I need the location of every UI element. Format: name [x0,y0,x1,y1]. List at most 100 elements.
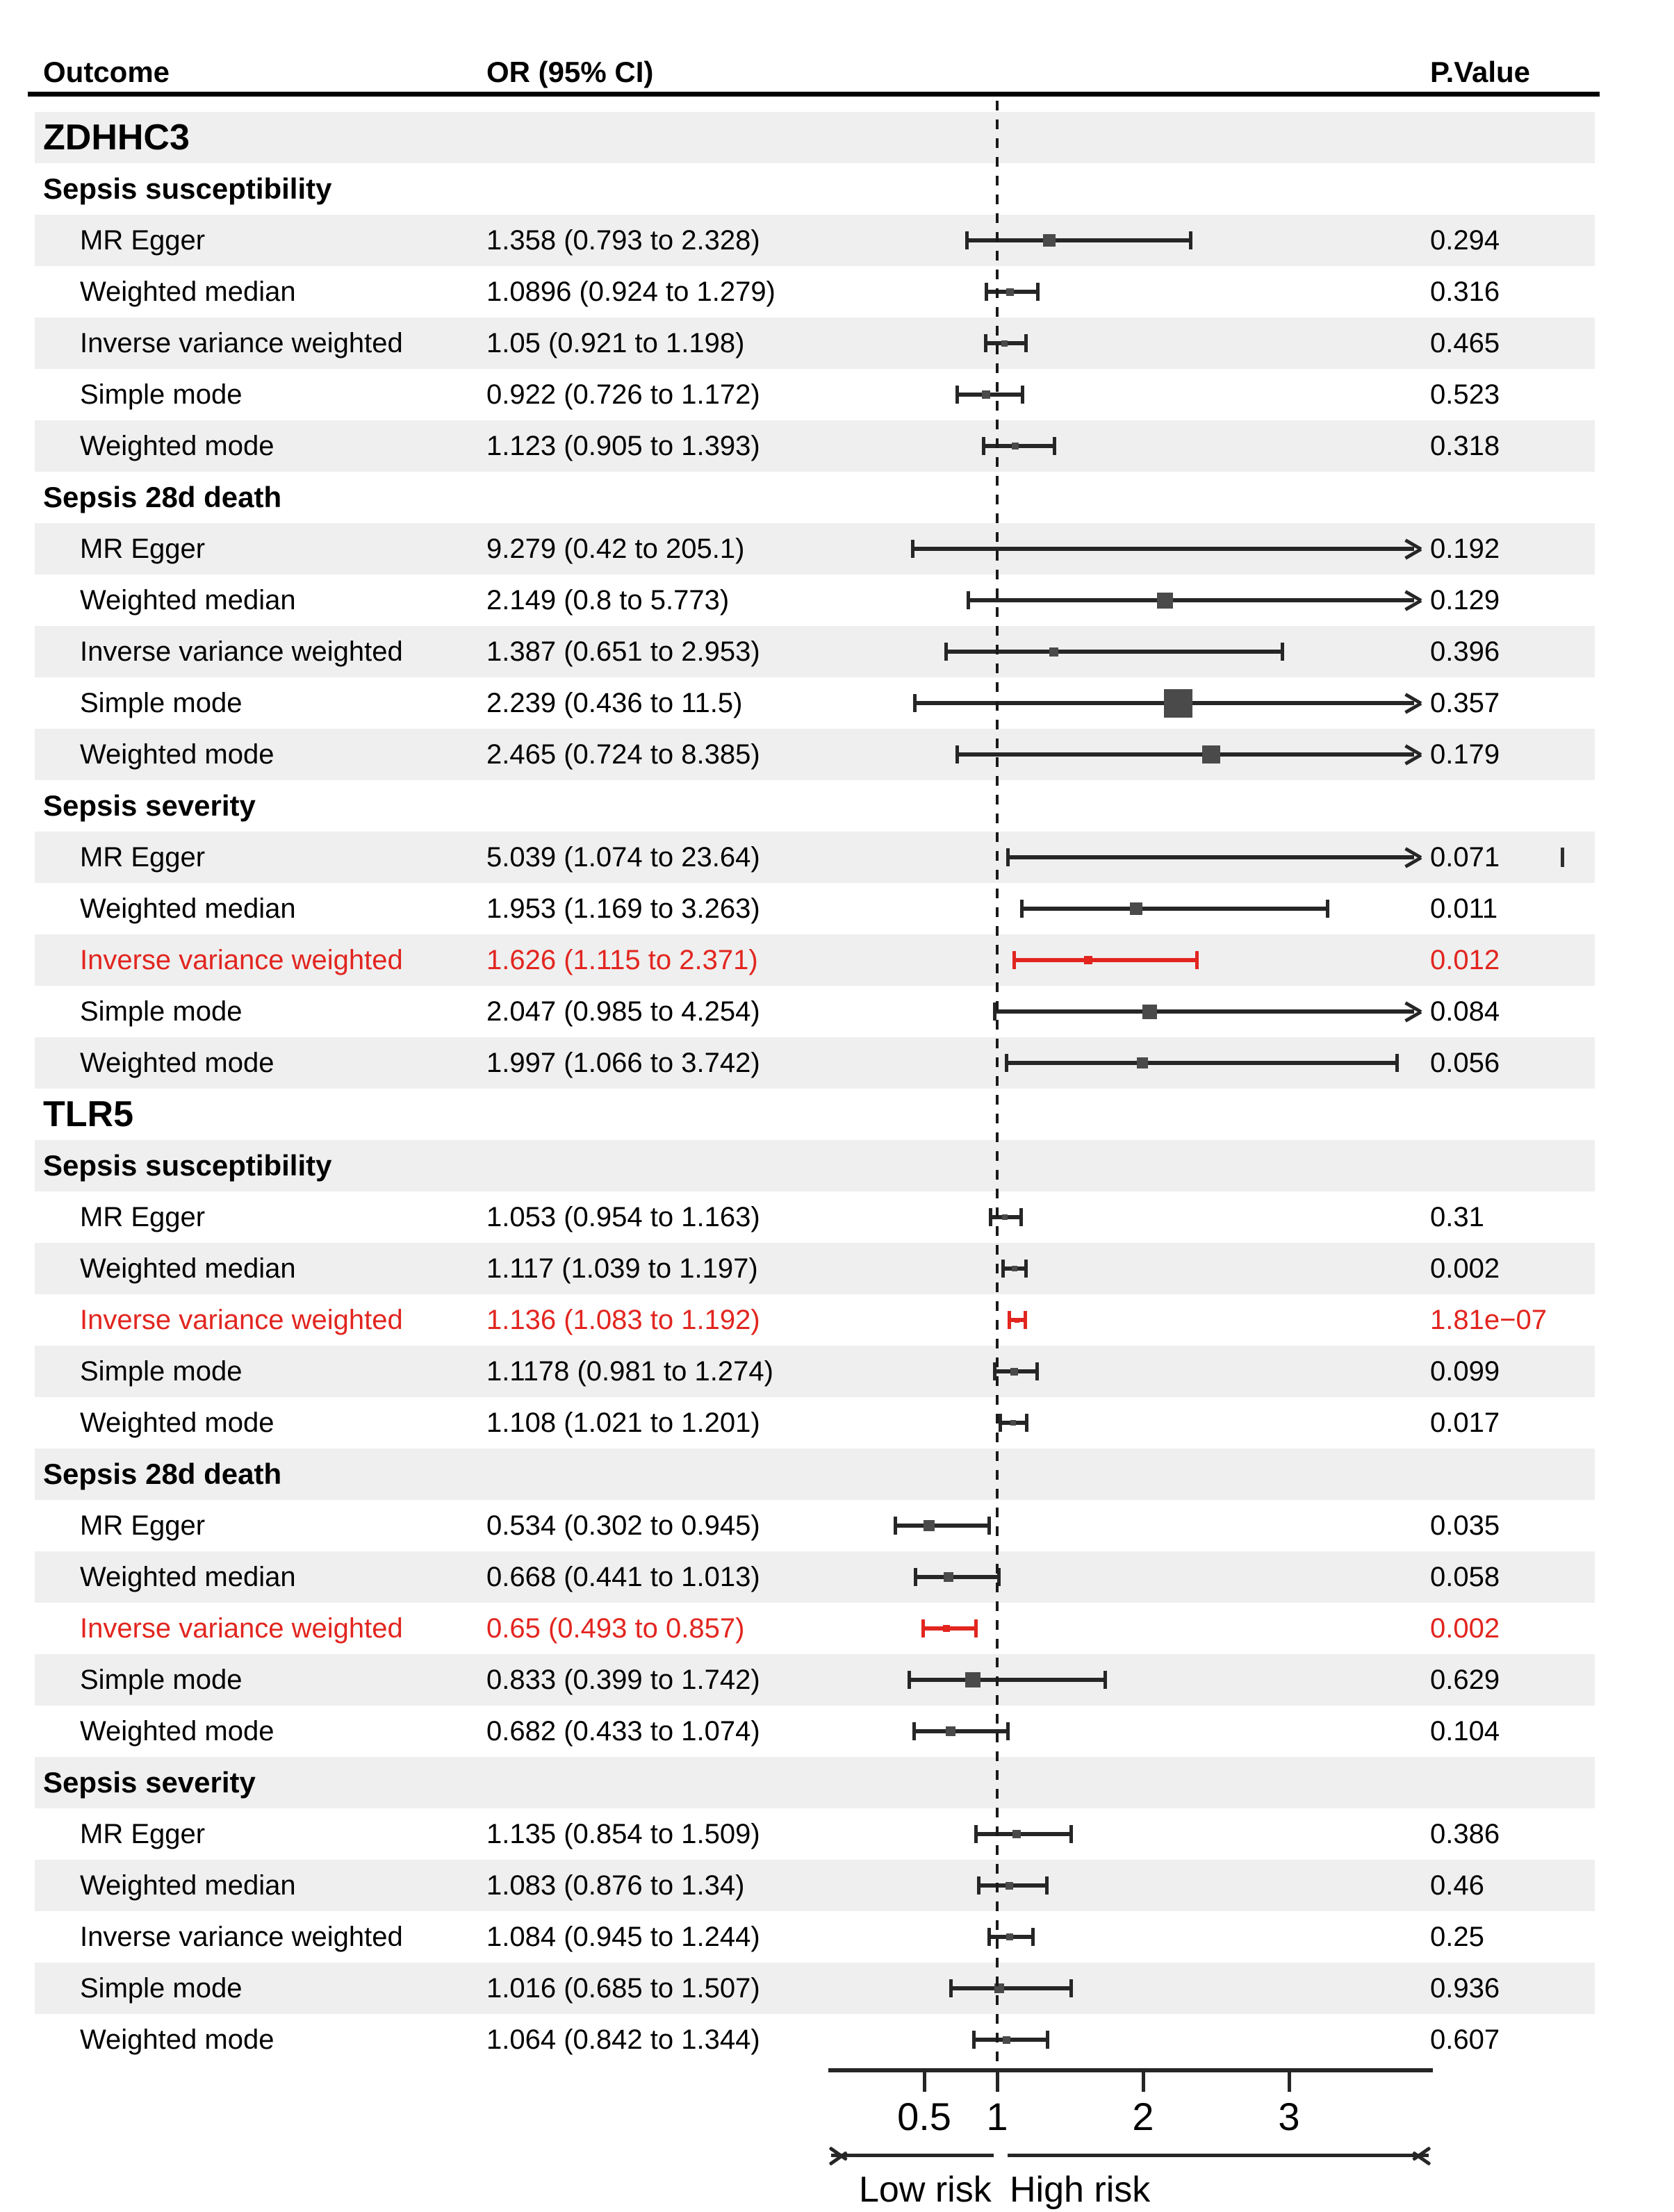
ci-left-cap [944,643,949,661]
ci-left-cap [1005,1054,1009,1072]
effect-estimate-marker [1006,1933,1013,1940]
ci-right-cap [1036,283,1040,301]
row-stripe [35,112,1595,163]
ci-left-cap [912,1722,917,1740]
method-label: MR Egger [80,1510,206,1541]
ci-left-cap [908,1671,912,1689]
effect-estimate-marker [1012,1830,1021,1838]
method-label: Inverse variance weighted [80,1304,403,1335]
ci-left-cap [913,694,917,712]
effect-estimate-marker [1156,592,1173,609]
or-ci-value: 1.358 (0.793 to 2.328) [486,224,760,256]
x-axis-tick-label: 1 [986,2095,1008,2138]
column-header-or-ci: OR (95% CI) [486,56,654,88]
method-label: Simple mode [80,996,243,1027]
ci-left-cap [949,1979,953,1997]
x-axis-tick-label: 2 [1132,2095,1154,2138]
p-value: 0.46 [1430,1870,1484,1901]
ci-right-cap [1069,1825,1074,1843]
ci-left-cap [977,1876,981,1895]
or-ci-value: 0.682 (0.433 to 1.074) [486,1715,760,1747]
or-ci-value: 1.05 (0.921 to 1.198) [486,327,745,358]
x-axis-line [828,2068,1433,2072]
method-label: MR Egger [80,841,206,873]
method-label: Weighted mode [80,2024,274,2055]
effect-estimate-marker [1005,1881,1013,1890]
method-label: Simple mode [80,1972,243,2004]
or-ci-value: 0.534 (0.302 to 0.945) [486,1510,760,1541]
ci-line [1021,907,1328,911]
or-ci-value: 5.039 (1.074 to 23.64) [486,841,760,873]
p-value: 0.104 [1430,1715,1500,1747]
x-axis-tick [922,2072,926,2092]
method-label: Simple mode [80,687,243,718]
or-ci-value: 1.135 (0.854 to 1.509) [486,1818,760,1849]
ci-left-cap [998,1414,1002,1432]
ci-left-cap [981,437,985,455]
method-label: MR Egger [80,1818,206,1849]
gene-header: ZDHHC3 [43,117,190,158]
method-label: Simple mode [80,1664,243,1695]
row-stripe [35,1243,1595,1294]
ci-right-cap [1189,231,1193,249]
section-header: Sepsis severity [43,1766,256,1799]
method-label: Weighted mode [80,1715,274,1747]
or-ci-value: 0.668 (0.441 to 1.013) [486,1561,760,1592]
effect-estimate-marker [1015,1317,1020,1323]
ci-line [1006,1061,1397,1065]
p-value: 0.002 [1430,1253,1500,1284]
p-value: 0.936 [1430,1972,1500,2004]
ci-right-cap [1023,1311,1027,1329]
method-label: Weighted median [80,893,296,924]
row-stripe [35,1448,1595,1500]
x-axis-tick [1141,2072,1145,2092]
ci-left-cap [972,2031,976,2049]
ci-line [895,1524,990,1528]
effect-estimate-marker [924,1520,935,1531]
column-header-pvalue: P.Value [1430,56,1531,88]
stray-tick-mark [1561,848,1564,867]
ci-line [912,547,1414,551]
effect-estimate-marker [1084,956,1093,964]
effect-estimate-marker [965,1672,980,1687]
ci-right-cap [1024,334,1028,352]
row-stripe [35,1551,1595,1603]
effect-estimate-marker [1163,688,1192,718]
row-stripe [35,1963,1595,2014]
ci-left-cap [910,540,914,558]
method-label: Simple mode [80,1355,243,1387]
effect-estimate-marker [946,1726,956,1736]
row-stripe [35,934,1595,986]
or-ci-value: 0.833 (0.399 to 1.742) [486,1664,760,1695]
ci-left-cap [921,1619,926,1637]
ci-right-cap [974,1619,978,1637]
ci-line [909,1678,1106,1682]
ci-line [1008,855,1414,859]
or-ci-value: 1.0896 (0.924 to 1.279) [486,276,776,307]
ci-left-cap [992,1362,996,1380]
ci-left-cap [1007,1311,1011,1329]
effect-estimate-marker [1201,745,1220,764]
ci-line [1014,958,1197,962]
p-value: 0.002 [1430,1612,1500,1644]
effect-estimate-marker [1043,234,1056,247]
ci-right-cap [1103,1671,1108,1689]
ci-line [951,1986,1072,1990]
method-label: Inverse variance weighted [80,636,403,667]
ci-left-cap [966,591,970,609]
p-value: 0.357 [1430,687,1500,718]
ci-left-cap [965,231,969,249]
header-rule [28,92,1600,97]
x-axis-tick-label: 3 [1278,2095,1300,2138]
ci-left-cap [955,386,959,404]
effect-estimate-marker [1010,1367,1019,1376]
p-value: 0.25 [1430,1921,1484,1952]
method-label: Simple mode [80,379,243,410]
ci-line [923,1626,976,1631]
p-value: 0.386 [1430,1818,1500,1849]
p-value: 0.316 [1430,276,1500,307]
p-value: 0.607 [1430,2024,1500,2055]
or-ci-value: 1.053 (0.954 to 1.163) [486,1201,760,1232]
effect-estimate-marker [1142,1004,1158,1019]
